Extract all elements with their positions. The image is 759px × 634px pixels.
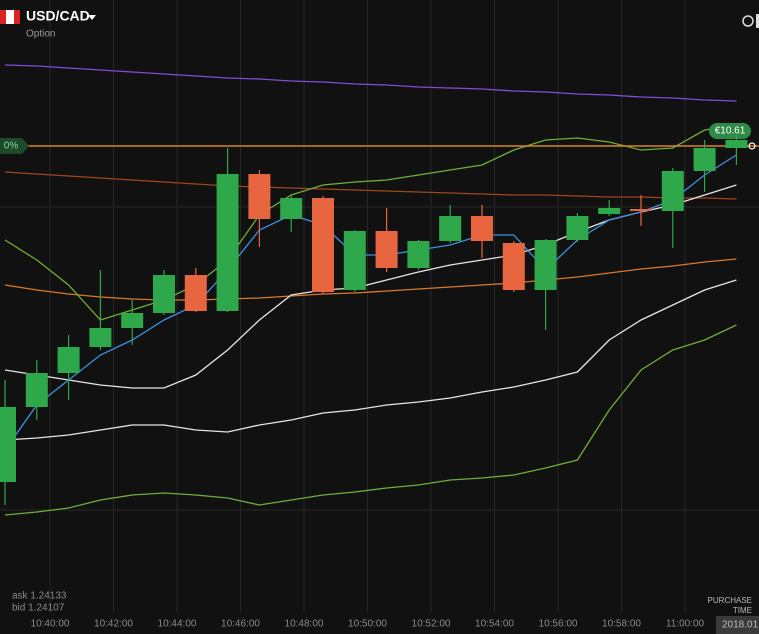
candle-body (248, 174, 271, 219)
x-tick-label: 10:42:00 (94, 619, 133, 630)
profit-badge (709, 123, 751, 139)
candle-body (566, 216, 589, 240)
candle-body (375, 231, 398, 268)
candle-body (693, 148, 716, 171)
candle-body (630, 209, 652, 211)
clock-icon[interactable] (742, 15, 754, 27)
panel-edge (756, 14, 759, 28)
candle-body (57, 347, 80, 373)
level-marker (748, 142, 756, 150)
ask-price: ask 1.24133 (12, 591, 67, 602)
indicator-line (4, 64, 737, 102)
dropdown-arrow[interactable] (88, 15, 96, 20)
x-tick-label: 10:46:00 (221, 619, 260, 630)
date-label: 2018.01 (722, 620, 759, 631)
candle-body (502, 243, 525, 290)
candle-body (312, 198, 334, 292)
purchase-label: PURCHASE (708, 596, 752, 605)
candle-body (89, 328, 112, 347)
candle-body (280, 198, 303, 219)
profit-label: €10.61 (715, 126, 746, 137)
x-tick-label: 10:44:00 (158, 619, 197, 630)
asset-subtitle: Option (26, 29, 55, 40)
candle-body (534, 240, 557, 290)
level-left-label: 0% (4, 141, 19, 152)
bid-price: bid 1.24107 (12, 603, 65, 614)
candle-body (471, 216, 493, 241)
time-label: TIME (733, 606, 752, 615)
candle-body (184, 275, 207, 311)
x-tick-label: 10:40:00 (31, 619, 70, 630)
indicator-line (4, 279, 737, 441)
x-tick-label: 10:56:00 (539, 619, 578, 630)
candle-body (121, 313, 144, 328)
candle-body (25, 373, 48, 407)
x-tick-label: 10:54:00 (475, 619, 514, 630)
candle-body (216, 174, 239, 311)
indicator-line (4, 258, 737, 301)
x-tick-label: 10:52:00 (412, 619, 451, 630)
level-badge (0, 138, 29, 154)
x-tick-label: 10:58:00 (602, 619, 641, 630)
indicator-line (4, 124, 737, 321)
indicator-line (4, 171, 737, 200)
indicator-line (4, 154, 737, 451)
candle-body (343, 231, 366, 290)
asset-title[interactable]: USD/CAD (26, 8, 90, 24)
candle-body (439, 216, 462, 241)
x-tick-label: 10:50:00 (348, 619, 387, 630)
x-tick-label: 11:00:00 (666, 619, 705, 630)
candle-body (407, 241, 430, 268)
x-tick-label: 10:48:00 (285, 619, 324, 630)
flag-icon (6, 10, 14, 24)
indicator-line (4, 324, 737, 516)
candle-body (725, 140, 748, 148)
candle-body (661, 171, 684, 211)
candle-body (153, 275, 175, 313)
candle-body (0, 407, 16, 482)
candle-body (598, 208, 621, 214)
date-box (716, 616, 759, 634)
